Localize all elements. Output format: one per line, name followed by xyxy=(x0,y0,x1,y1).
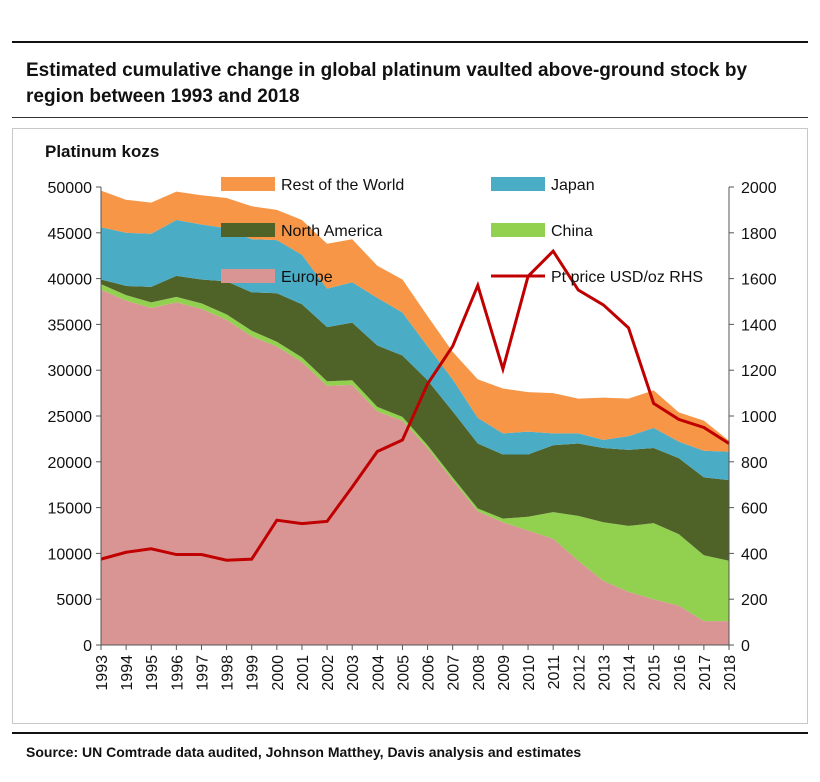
y2-tick-label: 1200 xyxy=(741,363,777,380)
x-tick-label: 1997 xyxy=(194,655,211,691)
y-tick-label: 50000 xyxy=(48,180,93,197)
x-tick-label: 1998 xyxy=(220,655,237,691)
y-tick-label: 30000 xyxy=(48,363,93,380)
legend-layer: Rest of the World Japan North America China… xyxy=(221,177,703,286)
x-tick-label: 2013 xyxy=(596,655,613,691)
legend-label-rest-of-the-world: Rest of the World xyxy=(281,177,404,194)
x-tick-label: 2003 xyxy=(345,655,362,691)
x-tick-label: 2018 xyxy=(722,655,739,691)
x-tick-label: 1993 xyxy=(94,655,111,691)
y-tick-label: 45000 xyxy=(48,226,93,243)
top-rule xyxy=(12,41,808,43)
area-china xyxy=(101,284,729,622)
y-tick-label: 10000 xyxy=(48,546,93,563)
y-tick-label: 40000 xyxy=(48,272,93,289)
x-tick-label: 2005 xyxy=(395,655,412,691)
y2-tick-label: 1600 xyxy=(741,272,777,289)
axes-layer: 0500010000150002000025000300003500040000… xyxy=(48,180,777,691)
x-tick-label: 2008 xyxy=(471,655,488,691)
y-tick-label: 0 xyxy=(83,638,92,655)
y-axis-label: Platinum kozs xyxy=(45,142,159,161)
y2-tick-label: 1800 xyxy=(741,226,777,243)
x-tick-label: 1994 xyxy=(119,655,136,691)
legend-label-china: China xyxy=(551,223,593,240)
x-tick-label: 1999 xyxy=(245,655,262,691)
bottom-rule xyxy=(12,732,808,734)
y-tick-label: 35000 xyxy=(48,317,93,334)
x-tick-label: 2002 xyxy=(320,655,337,691)
legend-label-europe: Europe xyxy=(281,269,333,286)
price-line-layer xyxy=(100,248,730,562)
title-rule xyxy=(12,117,808,118)
area-japan xyxy=(101,219,729,481)
legend-swatch-europe xyxy=(221,269,275,283)
legend-swatch-japan xyxy=(491,177,545,191)
x-tick-label: 1996 xyxy=(169,655,186,691)
y2-tick-label: 1400 xyxy=(741,317,777,334)
x-tick-label: 2000 xyxy=(270,655,287,691)
x-tick-label: 2010 xyxy=(521,655,538,691)
area-europe xyxy=(101,289,729,645)
chart-svg: 0500010000150002000025000300003500040000… xyxy=(45,142,777,691)
y-tick-label: 15000 xyxy=(48,501,93,518)
area-layer xyxy=(101,190,729,645)
legend-swatch-china xyxy=(491,223,545,237)
x-tick-label: 2012 xyxy=(571,655,588,691)
x-tick-label: 2015 xyxy=(647,655,664,691)
area-rest-of-the-world xyxy=(101,190,729,452)
y2-tick-label: 0 xyxy=(741,638,750,655)
y2-tick-label: 800 xyxy=(741,455,768,472)
chart-frame: 0 5000 10000 15000 20000 25000 30000 35000 40000… xyxy=(12,128,808,724)
y2-tick-label: 400 xyxy=(741,546,768,563)
x-tick-label: 2006 xyxy=(421,655,438,691)
legend-label-pt-price-usd-oz-rhs: Pt price USD/oz RHS xyxy=(551,269,703,286)
source-note: Source: UN Comtrade data audited, Johnso… xyxy=(26,744,582,760)
y-tick-label: 25000 xyxy=(48,409,93,426)
legend-swatch-rest-of-the-world xyxy=(221,177,275,191)
x-tick-label: 2009 xyxy=(496,655,513,691)
x-tick-label: 2001 xyxy=(295,655,312,691)
y-tick-label: 20000 xyxy=(48,455,93,472)
y2-tick-label: 200 xyxy=(741,592,768,609)
x-tick-label: 2004 xyxy=(370,655,387,691)
y2-tick-label: 2000 xyxy=(741,180,777,197)
x-tick-label: 2016 xyxy=(672,655,689,691)
y-tick-label: 5000 xyxy=(56,592,92,609)
line-pt-price xyxy=(100,248,730,562)
legend-label-north-america: North America xyxy=(281,223,382,240)
chart-title: Estimated cumulative change in global pl… xyxy=(26,60,748,107)
x-tick-label: 2017 xyxy=(697,655,714,691)
x-tick-label: 1995 xyxy=(144,655,161,691)
y2-tick-label: 1000 xyxy=(741,409,777,426)
area-north-america xyxy=(101,275,729,561)
x-tick-label: 2014 xyxy=(622,655,639,691)
legend-label-japan: Japan xyxy=(551,177,595,194)
y2-tick-label: 600 xyxy=(741,501,768,518)
x-tick-label: 2007 xyxy=(446,655,463,691)
legend-swatch-north-america xyxy=(221,223,275,237)
x-tick-label: 2011 xyxy=(546,655,563,690)
